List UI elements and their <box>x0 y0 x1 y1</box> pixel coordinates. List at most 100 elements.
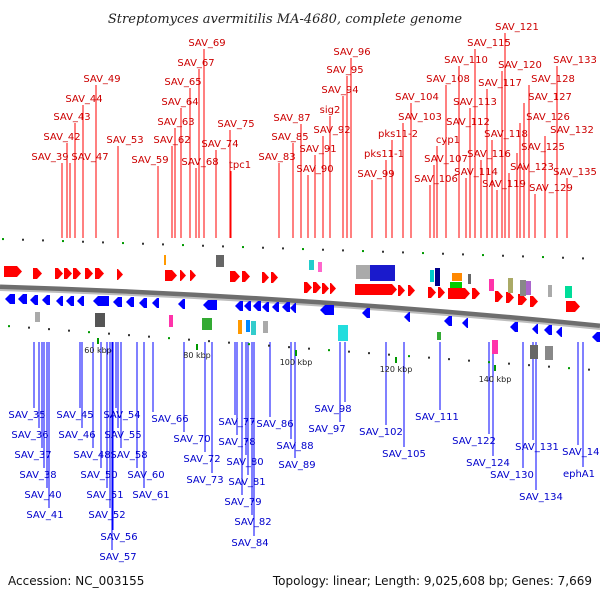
forward-gene-arrow <box>313 282 321 293</box>
tick-dots <box>2 238 590 371</box>
forward-gene-arrow <box>242 271 250 282</box>
gene-label-bottom: SAV_38 <box>19 470 56 481</box>
gene-label-top: SAV_87 <box>273 113 310 124</box>
gene-label-top: SAV_119 <box>482 179 526 190</box>
track-dot <box>408 355 410 358</box>
topology-text: Topology: linear; Length: 9,025,608 bp; … <box>272 574 592 588</box>
gene-label-bottom: SAV_88 <box>276 441 313 452</box>
track-dot <box>42 239 44 242</box>
forward-gene-arrow <box>330 283 336 294</box>
feature-box <box>216 255 224 267</box>
track-dot <box>448 358 450 361</box>
gene-label-top: tpc1 <box>229 160 251 171</box>
track-dot <box>342 249 344 252</box>
gene-label-bottom: SAV_41 <box>26 510 63 521</box>
gene-label-top: SAV_110 <box>444 55 488 66</box>
gene-label-bottom: SAV_70 <box>173 434 210 445</box>
reverse-gene-arrow <box>77 296 84 306</box>
gene-label-top: SAV_47 <box>71 152 108 163</box>
track-dot <box>302 248 304 251</box>
forward-gene-arrow <box>4 266 22 277</box>
gene-label-top: SAV_116 <box>467 149 511 160</box>
gene-label-top: SAV_120 <box>498 60 542 71</box>
reverse-gene-arrow <box>42 295 50 305</box>
forward-gene-arrow <box>117 269 123 280</box>
gene-label-bottom: SAV_80 <box>226 457 263 468</box>
forward-gene-arrow <box>438 287 445 298</box>
reverse-gene-arrow <box>362 308 370 318</box>
forward-gene-arrow <box>506 292 514 303</box>
forward-gene-arrow <box>398 285 405 296</box>
gene-label-bottom: ephA1 <box>563 469 595 480</box>
forward-genes <box>4 266 580 312</box>
track-dot <box>262 246 264 249</box>
gene-label-bottom: SAV_46 <box>58 430 95 441</box>
feature-box <box>468 274 471 284</box>
gene-label-bottom: SAV_48 <box>73 450 110 461</box>
accession-text: Accession: NC_003155 <box>8 574 144 588</box>
reverse-gene-arrow <box>113 297 122 307</box>
gene-label-bottom: SAV_84 <box>231 538 268 549</box>
feature-box <box>450 282 462 288</box>
gene-label-bottom: SAV_82 <box>234 517 271 528</box>
gene-label-bottom: SAV_105 <box>382 449 426 460</box>
track-dot <box>228 341 230 344</box>
feature-box <box>309 260 314 270</box>
gene-label-top: SAV_85 <box>271 132 308 143</box>
forward-gene-arrow <box>355 284 397 295</box>
feature-box <box>530 345 538 359</box>
gene-label-top: SAV_91 <box>299 144 336 155</box>
track-dot <box>308 347 310 350</box>
forward-gene-arrow <box>190 270 196 281</box>
gene-label-top: SAV_96 <box>333 47 370 58</box>
track-dot <box>48 328 50 331</box>
track-dot <box>88 331 90 334</box>
feature-box <box>489 279 494 291</box>
forward-gene-arrow <box>518 294 527 305</box>
gene-label-bottom: SAV_72 <box>183 454 220 465</box>
feature-box <box>338 325 348 341</box>
top-label-leaders <box>61 33 568 238</box>
track-dot <box>182 244 184 247</box>
feature-box <box>169 315 173 327</box>
gene-label-top: SAV_42 <box>43 132 80 143</box>
track-dot <box>442 252 444 255</box>
gene-label-top: SAV_90 <box>296 164 333 175</box>
reverse-gene-arrow <box>262 302 269 312</box>
track-dot <box>488 361 490 364</box>
gene-label-top: SAV_113 <box>453 97 497 108</box>
reverse-gene-arrow <box>510 322 518 332</box>
track-dot <box>428 356 430 359</box>
gene-label-bottom: SAV_54 <box>103 410 140 421</box>
gene-label-top: SAV_94 <box>321 85 358 96</box>
track-dot <box>522 255 524 258</box>
gene-label-top: sig2 <box>320 105 341 116</box>
feature-boxes <box>35 255 572 360</box>
reverse-gene-arrow <box>152 298 159 308</box>
reverse-gene-arrow <box>244 301 251 311</box>
track-dot <box>268 344 270 347</box>
reverse-genes <box>5 294 600 342</box>
forward-gene-arrow <box>472 288 480 299</box>
forward-gene-arrow <box>262 272 269 283</box>
gene-label-top: SAV_43 <box>53 112 90 123</box>
gene-label-bottom: SAV_81 <box>228 477 265 488</box>
gene-label-bottom: SAV_122 <box>452 436 496 447</box>
forward-gene-arrow <box>85 268 93 279</box>
track-dot <box>82 240 84 243</box>
reverse-gene-arrow <box>556 327 562 337</box>
reverse-gene-arrow <box>404 312 410 322</box>
reverse-gene-arrow <box>235 301 243 311</box>
gene-label-top: SAV_67 <box>177 58 214 69</box>
feature-box <box>251 321 256 335</box>
track-dot <box>142 242 144 245</box>
gene-label-top: SAV_112 <box>446 117 490 128</box>
scale-tick-label: 120 kbp <box>380 365 413 374</box>
track-dot <box>328 349 330 352</box>
track-dot <box>108 332 110 335</box>
scale-tick-label: 140 kbp <box>479 375 512 384</box>
reverse-gene-arrow <box>66 296 74 306</box>
track-dot <box>422 252 424 255</box>
track-dot <box>168 337 170 340</box>
forward-gene-arrow <box>495 291 503 302</box>
